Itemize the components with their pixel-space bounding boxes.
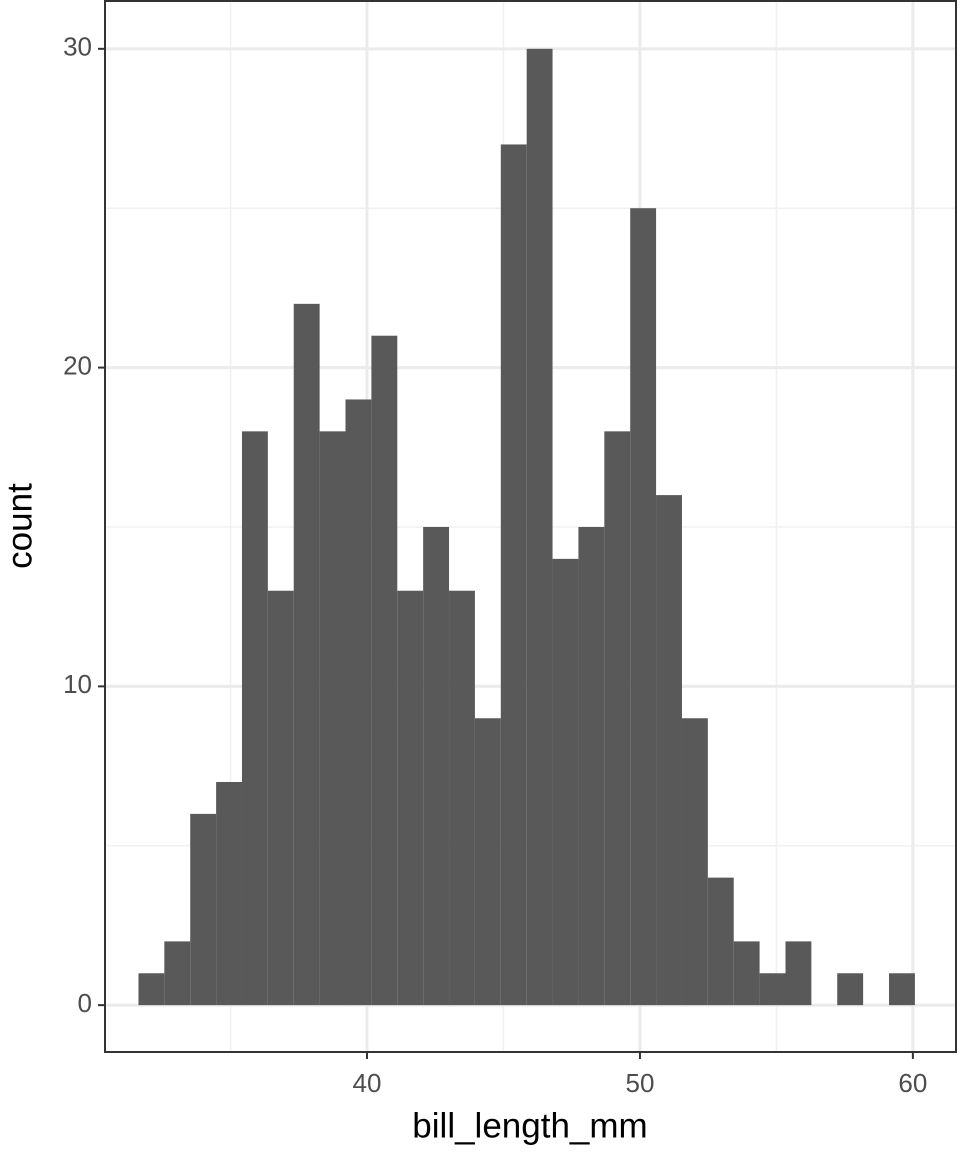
bar [190,813,217,1006]
x-tick-label: 50 [625,1068,654,1098]
bar [889,973,915,1006]
bar [216,781,242,1006]
y-tick-label: 0 [78,988,92,1018]
bar [785,941,812,1006]
bar [138,973,165,1006]
bar [293,303,320,1006]
y-axis-title: count [0,483,39,569]
bar [500,144,527,1006]
y-tick-label: 10 [63,669,92,699]
bar [164,941,191,1006]
bar [449,590,475,1006]
bar [423,526,450,1006]
y-tick-label: 20 [63,350,92,380]
bar [759,973,786,1006]
bar [656,495,682,1006]
bar [630,208,657,1006]
bar [837,973,864,1006]
bar [681,718,708,1006]
bar [345,399,372,1006]
bar [371,335,398,1006]
bar [526,48,553,1006]
bar [397,590,424,1006]
x-tick-label: 60 [898,1068,927,1098]
bar [319,431,346,1006]
x-tick-label: 40 [353,1068,382,1098]
bar [733,941,760,1006]
bar [474,718,501,1006]
bar [267,590,294,1006]
bar [707,877,734,1006]
bar [604,431,631,1006]
bar [578,526,605,1006]
panel-border [104,0,957,1053]
y-tick-label: 30 [63,32,92,62]
x-axis-title: bill_length_mm [412,1106,647,1145]
bar [552,558,579,1006]
bar [241,431,268,1006]
